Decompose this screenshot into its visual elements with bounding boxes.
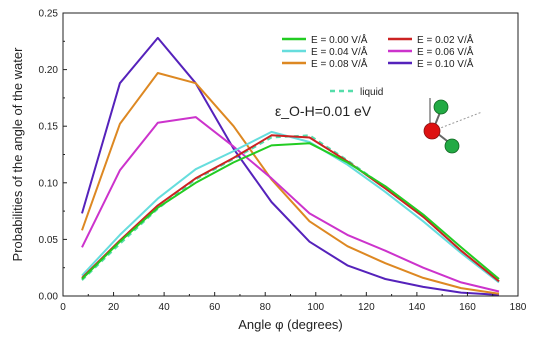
- legend-label: E = 0.04 V/Å: [311, 45, 368, 58]
- x-tick-label: 0: [60, 302, 66, 313]
- y-tick-label: 0.15: [39, 122, 59, 133]
- epsilon-annotation: ε_O-H=0.01 eV: [275, 103, 372, 119]
- legend-label: E = 0.08 V/Å: [311, 57, 368, 70]
- series-line-e-0-00-v: [81, 142, 500, 280]
- legend-label: E = 0.10 V/Å: [417, 57, 474, 70]
- y-tick-label: 0.25: [39, 9, 59, 20]
- x-tick-label: 160: [459, 302, 476, 313]
- y-tick-label: 0.20: [39, 65, 59, 76]
- series-layer: [81, 36, 500, 296]
- legend-label-liquid: liquid: [360, 87, 383, 98]
- x-tick-label: 140: [409, 302, 426, 313]
- series-line-e-0-04-v: [81, 130, 500, 284]
- x-tick-label: 40: [159, 302, 171, 313]
- series-line-e-0-08-v: [81, 72, 500, 295]
- series-line-liquid: [81, 134, 500, 283]
- x-tick-label: 20: [108, 302, 120, 313]
- series-line-e-0-02-v: [81, 134, 500, 283]
- y-tick-label: 0.00: [39, 292, 59, 303]
- water-molecule-icon: [423, 98, 483, 154]
- legend-label: E = 0.00 V/Å: [311, 33, 368, 46]
- y-axis-label: Probabilities of the angle of the water: [10, 47, 25, 262]
- x-tick-label: 180: [510, 302, 527, 313]
- x-tick-label: 60: [209, 302, 221, 313]
- axis-layer: 0 20 40 60 80 100 120 140 160 180 0.00 0.05 0.10 0.15…: [39, 9, 527, 314]
- legend-label: E = 0.02 V/Å: [417, 33, 474, 46]
- x-tick-label: 80: [260, 302, 272, 313]
- legend-label: E = 0.06 V/Å: [417, 45, 474, 58]
- y-tick-label: 0.05: [39, 235, 59, 246]
- x-tick-label: 100: [307, 302, 324, 313]
- series-line-e-0-06-v: [81, 116, 500, 293]
- series-line-e-0-10-v: [81, 36, 500, 296]
- legend: E = 0.00 V/Å E = 0.02 V/ÅE = 0.04 V/Å E = …: [282, 33, 474, 98]
- x-tick-label: 120: [358, 302, 375, 313]
- y-tick-label: 0.10: [39, 178, 59, 189]
- x-axis-label: Angle φ (degrees): [238, 317, 343, 332]
